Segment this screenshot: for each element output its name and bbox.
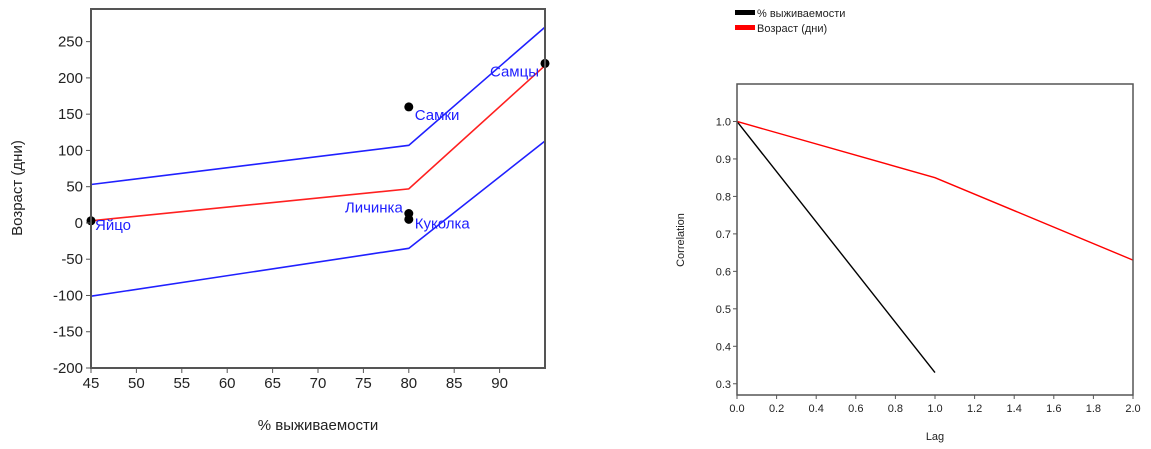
legend-label-survival: % выживаемости	[757, 8, 845, 20]
x-tick-label: 80	[400, 375, 417, 392]
x-tick-label: 50	[128, 375, 145, 392]
y-tick-label: 100	[58, 142, 83, 159]
x-tick-label: 0.4	[809, 403, 824, 415]
x-tick-label: 65	[264, 375, 281, 392]
y-tick-label: 250	[58, 34, 83, 51]
y-tick-label: 0.6	[716, 266, 731, 278]
data-point	[404, 214, 414, 224]
upper-line	[90, 26, 546, 186]
series-line	[736, 121, 936, 373]
y-tick-label: 200	[58, 70, 83, 87]
legend-swatch-age	[735, 25, 755, 30]
y-tick-label: -100	[53, 287, 83, 304]
legend: % выживаемости Возраст (дни)	[735, 8, 845, 35]
y-tick-label: -150	[53, 324, 83, 341]
y-tick-label: 0.5	[716, 304, 731, 316]
point-label: Куколка	[415, 215, 471, 232]
x-tick-label: 2.0	[1125, 403, 1140, 415]
point-label: Личинка	[345, 200, 404, 217]
x-tick-label: 55	[173, 375, 190, 392]
plot-frame	[736, 83, 1134, 396]
y-axis-label: Возраст (дни)	[9, 140, 26, 236]
x-tick-label: 45	[83, 375, 100, 392]
fit-line	[90, 64, 546, 222]
y-axis-label: Correlation	[675, 213, 687, 267]
y-tick-label: 0.4	[716, 341, 731, 353]
y-tick-label: 50	[66, 179, 83, 196]
y-tick-label: 1.0	[716, 116, 731, 128]
y-tick-label: 0.3	[716, 379, 731, 391]
point-label: Самки	[415, 107, 460, 124]
plot-frame	[90, 8, 546, 369]
series-line	[736, 120, 1134, 261]
x-tick-label: 0.2	[769, 403, 784, 415]
scatter-chart: Яйцо Самки Личинка Куколка Самцы 45 50 55 60 65 7…	[9, 8, 550, 434]
x-tick-label: 60	[219, 375, 236, 392]
x-tick-label: 85	[446, 375, 463, 392]
lower-line	[90, 140, 546, 297]
data-point	[404, 102, 414, 112]
y-tick-label: 0.8	[716, 191, 731, 203]
legend-swatch-survival	[735, 10, 755, 15]
y-tick-label: 0.9	[716, 154, 731, 166]
y-tick-label: 0	[75, 215, 83, 232]
legend-label-age: Возраст (дни)	[757, 23, 827, 35]
y-tick-label: -50	[61, 251, 83, 268]
y-tick-label: -200	[53, 360, 83, 377]
x-tick-label: 1.6	[1046, 403, 1061, 415]
x-tick-label: 1.0	[927, 403, 942, 415]
x-tick-label: 90	[491, 375, 508, 392]
point-label: Яйцо	[95, 217, 131, 234]
point-label: Самцы	[490, 63, 539, 80]
y-tick-label: 0.7	[716, 229, 731, 241]
x-tick-label: 0.6	[848, 403, 863, 415]
x-tick-label: 0.0	[729, 403, 744, 415]
x-tick-label: 0.8	[888, 403, 903, 415]
x-tick-label: 1.2	[967, 403, 982, 415]
correlation-chart: % выживаемости Возраст (дни) 0.0 0.2 0.4 0.…	[675, 8, 1141, 443]
x-axis-label: % выживаемости	[258, 417, 379, 434]
y-tick-label: 150	[58, 106, 83, 123]
x-tick-label: 75	[355, 375, 372, 392]
x-tick-label: 1.8	[1086, 403, 1101, 415]
x-axis-label: Lag	[926, 431, 944, 443]
x-tick-label: 1.4	[1007, 403, 1022, 415]
x-tick-label: 70	[310, 375, 327, 392]
